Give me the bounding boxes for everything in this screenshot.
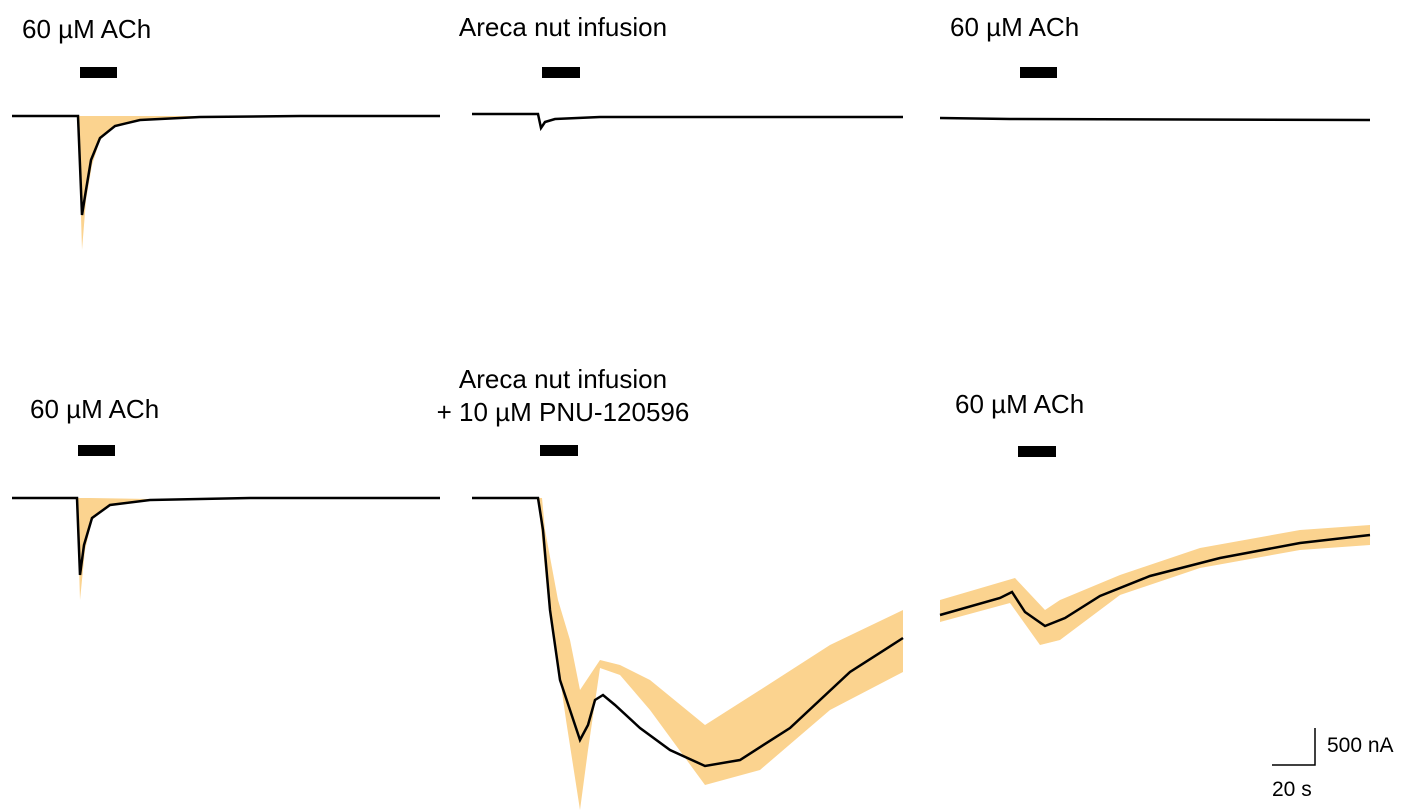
panel-label: Areca nut infusion [459, 12, 667, 42]
trace [939, 533, 1371, 628]
trace [472, 496, 904, 768]
stimulus-bar [1020, 67, 1057, 78]
error-band [78, 116, 200, 250]
panel-label: 60 µM ACh [950, 12, 1079, 42]
trace [472, 112, 903, 132]
stimulus-bar [80, 67, 117, 78]
stimulus-bar [1018, 446, 1056, 457]
error-band [538, 498, 903, 810]
error-band [940, 525, 1370, 645]
panel-label: 60 µM ACh [30, 394, 159, 424]
panel-label: Areca nut infusion [459, 364, 667, 394]
stimulus-bar [540, 445, 578, 456]
panel-label: 60 µM ACh [22, 14, 151, 44]
scale-bar [1272, 728, 1316, 766]
stimulus-bar [542, 67, 580, 78]
stimulus-bar [78, 445, 115, 456]
panel-sublabel: + 10 µM PNU-120596 [437, 397, 690, 427]
scale-label: 500 nA [1327, 734, 1394, 757]
trace [939, 116, 1371, 122]
trace [12, 114, 440, 216]
panel-label: 60 µM ACh [955, 389, 1084, 419]
trace [12, 496, 440, 576]
scale-label: 20 s [1272, 778, 1312, 801]
error-band [77, 498, 150, 600]
